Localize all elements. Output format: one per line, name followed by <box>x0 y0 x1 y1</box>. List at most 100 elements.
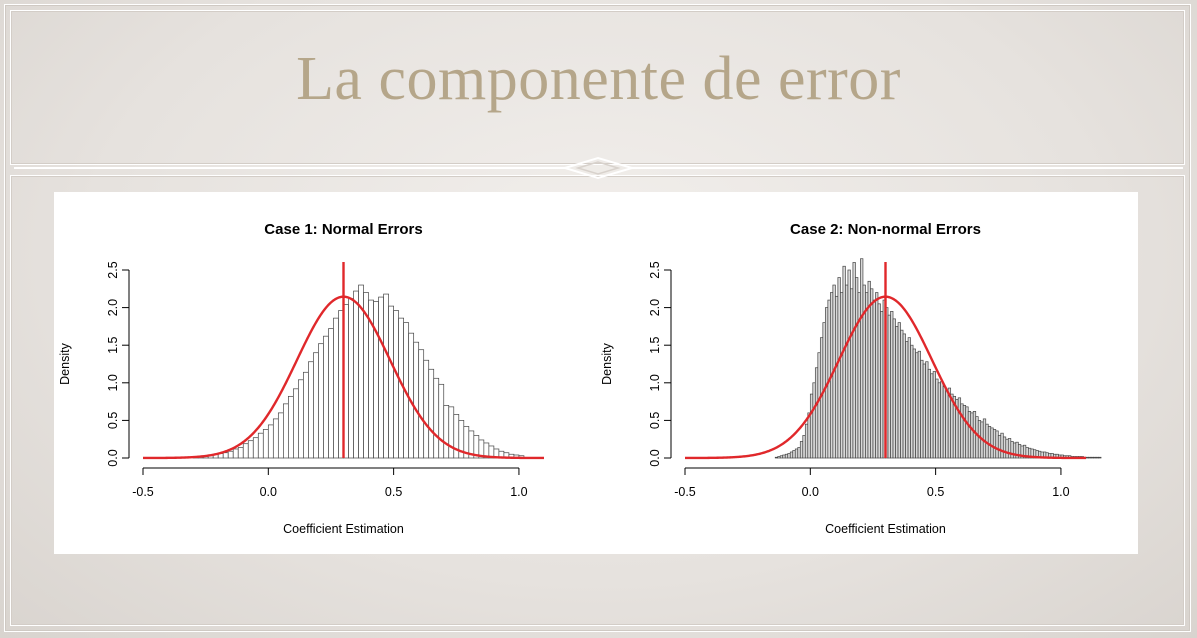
histogram-bar <box>965 406 969 459</box>
histogram-bar <box>852 262 856 459</box>
x-tick-label: 1.0 <box>1052 485 1069 499</box>
figure-panel: Case 1: Normal Errors -0.5 0.0 0.5 1.0 Coeffi… <box>54 192 1138 554</box>
histogram-bar <box>423 359 430 459</box>
histogram-bars <box>774 258 1102 459</box>
x-tick-label: 0.5 <box>927 485 944 499</box>
histogram-bar <box>413 341 420 459</box>
y-tick-label: 1.5 <box>648 336 662 353</box>
histogram-bar <box>912 348 916 459</box>
x-tick-label: 0.0 <box>260 485 277 499</box>
histogram-bar <box>408 332 415 459</box>
histogram-bar <box>957 397 962 459</box>
histogram-bar <box>932 371 936 459</box>
histogram-bars <box>192 284 525 459</box>
histogram-bar <box>917 350 921 459</box>
histogram-bar <box>925 361 929 459</box>
x-tick-label: -0.5 <box>674 485 696 499</box>
histogram-bar <box>920 359 924 459</box>
histogram-bar <box>935 378 939 459</box>
slide-title: La componente de error <box>296 45 901 113</box>
histogram-bar <box>1007 438 1012 459</box>
histogram-bar <box>393 310 399 459</box>
histogram-bar <box>870 288 874 459</box>
histogram-bar <box>1095 456 1099 459</box>
histogram-bar <box>373 301 379 459</box>
y-axis: 0.0 0.5 1.0 1.5 2.0 2.5 <box>648 261 672 467</box>
histogram-bar <box>242 443 249 459</box>
histogram-bar <box>865 292 869 459</box>
histogram-bar <box>962 405 967 459</box>
chart-title: Case 1: Normal Errors <box>264 221 422 238</box>
x-axis-label: Coefficient Estimation <box>825 522 946 536</box>
histogram-bar <box>970 412 974 459</box>
histogram-bar <box>802 435 806 459</box>
y-tick-label: 0.5 <box>106 412 120 429</box>
histogram-bar <box>789 451 794 459</box>
x-axis: -0.5 0.0 0.5 1.0 <box>674 467 1070 499</box>
histogram-bar <box>850 288 854 459</box>
histogram-bar <box>232 448 239 459</box>
y-tick-label: 1.0 <box>106 374 120 391</box>
histogram-bar <box>855 277 859 459</box>
histogram-bar <box>1088 456 1092 459</box>
histogram-bar <box>887 314 891 459</box>
histogram-bar <box>992 429 997 459</box>
histogram-bar <box>792 450 796 459</box>
histogram-bar <box>872 299 876 459</box>
histogram-bar <box>875 292 879 459</box>
histogram-bar <box>840 292 844 459</box>
histogram-bar <box>267 424 274 459</box>
histogram-bar <box>995 430 999 459</box>
histogram-bar <box>910 344 914 459</box>
histogram-bar <box>799 441 804 459</box>
y-axis: 0.0 0.5 1.0 1.5 2.0 2.5 <box>106 261 130 467</box>
histogram-bar <box>433 377 440 459</box>
title-panel <box>10 10 1185 165</box>
histogram-bar <box>930 373 934 459</box>
x-tick-label: -0.5 <box>132 485 154 499</box>
y-tick-label: 1.0 <box>648 374 662 391</box>
histogram-bar <box>438 383 445 459</box>
histogram-bar <box>1010 441 1014 459</box>
histogram-bar <box>907 337 911 459</box>
histogram-bar <box>927 368 931 459</box>
histogram-bar <box>897 322 901 459</box>
histogram-bar <box>348 298 354 459</box>
histogram-bar <box>797 447 801 459</box>
histogram-bar <box>293 388 299 459</box>
histogram-bar <box>262 429 269 459</box>
histogram-bar <box>774 456 779 459</box>
histogram-bar <box>298 379 304 459</box>
histogram-bar <box>880 311 884 459</box>
histogram-bar <box>252 437 259 459</box>
histogram-bar <box>257 432 264 459</box>
histogram-bar <box>428 368 435 459</box>
histogram-bar <box>890 311 894 459</box>
histogram-bar <box>1000 432 1004 459</box>
histogram-bar <box>227 450 234 459</box>
histogram-bar <box>222 452 229 459</box>
y-axis-label: Density <box>58 342 72 384</box>
x-tick-label: 1.0 <box>510 485 527 499</box>
histogram-bar <box>922 363 926 459</box>
histogram-figure: Case 1: Normal Errors -0.5 0.0 0.5 1.0 Coeffi… <box>58 221 1102 536</box>
histogram-bar <box>313 352 319 459</box>
y-tick-label: 0.5 <box>648 412 662 429</box>
histogram-bar <box>353 290 359 459</box>
chart-panel-2: Case 2: Non-normal Errors -0.5 0.0 0.5 1.0 Co… <box>600 221 1102 536</box>
histogram-bar <box>323 335 329 459</box>
histogram-bar <box>418 349 425 459</box>
histogram-bar <box>975 416 979 459</box>
histogram-bar <box>308 361 314 459</box>
histogram-bar <box>895 326 899 459</box>
histogram-bar <box>877 303 881 459</box>
histogram-bar <box>972 411 977 459</box>
histogram-bar <box>945 389 949 459</box>
histogram-bar <box>1090 456 1094 459</box>
histogram-bar <box>333 317 339 459</box>
histogram-bar <box>794 448 799 459</box>
histogram-bar <box>784 453 789 459</box>
y-tick-label: 0.0 <box>106 449 120 466</box>
histogram-bar <box>777 456 781 459</box>
histogram-bar <box>900 329 904 459</box>
